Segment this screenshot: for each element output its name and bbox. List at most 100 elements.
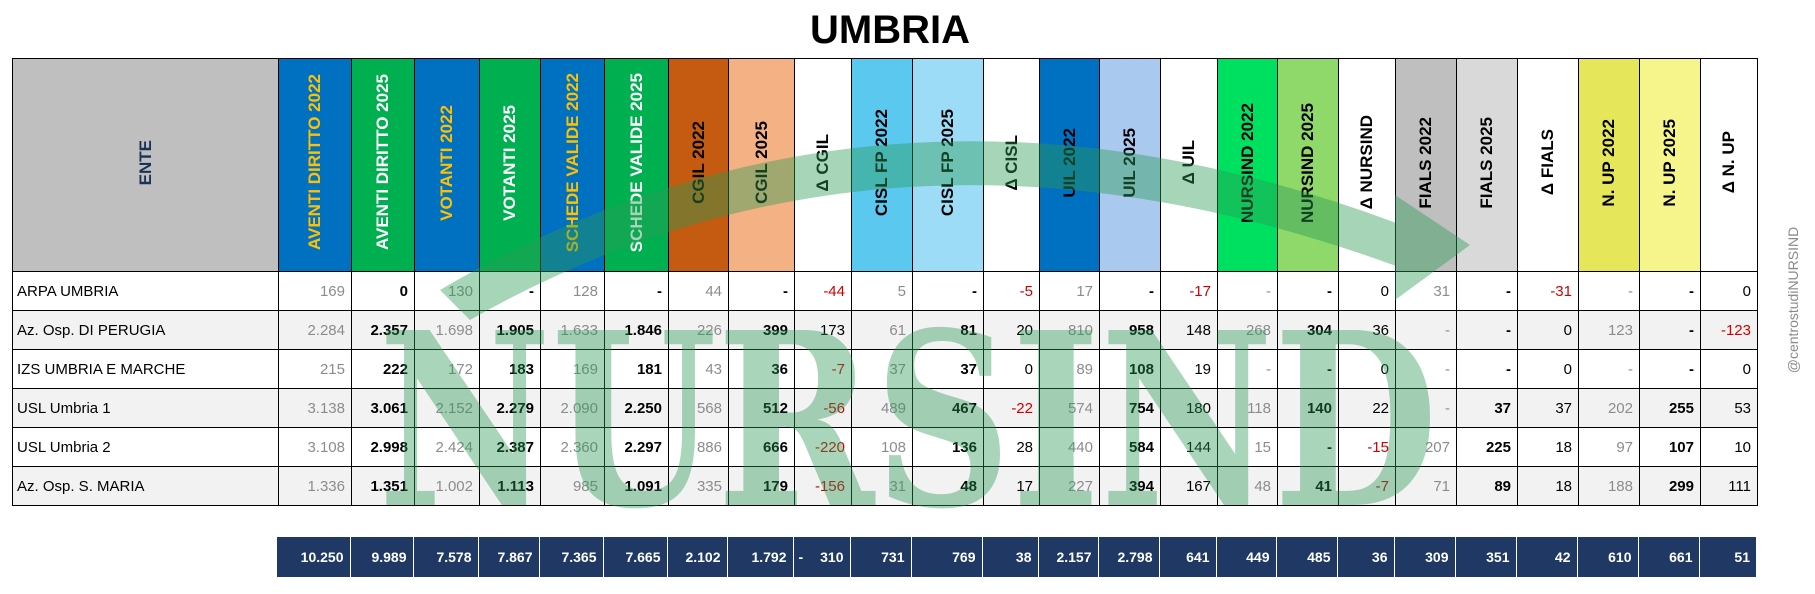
column-header: SCHEDE VALIDE 2025 bbox=[604, 58, 669, 272]
table-row: USL Umbria 2 3.108 2.998 2.424 2.387 2.360 2.2… bbox=[12, 427, 1758, 467]
value-cell: 2.279 bbox=[479, 388, 541, 428]
table-row: Az. Osp. DI PERUGIA 2.284 2.357 1.698 1.905 1… bbox=[12, 310, 1758, 350]
total-cell: 7.578 bbox=[412, 537, 478, 577]
value-cell: 140 bbox=[1277, 388, 1339, 428]
value-cell: 173 bbox=[794, 310, 852, 350]
column-header: FIALS 2022 bbox=[1395, 58, 1457, 272]
column-header-label: CGIL 2025 bbox=[751, 121, 771, 204]
value-cell: 118 bbox=[1217, 388, 1278, 428]
value-cell: - bbox=[1639, 349, 1701, 389]
total-cell: 7.365 bbox=[538, 537, 603, 577]
value-cell: 20 bbox=[983, 310, 1040, 350]
column-header-label: UIL 2025 bbox=[1120, 127, 1139, 198]
total-value: 38 bbox=[1015, 549, 1032, 565]
total-cell: 449 bbox=[1215, 537, 1276, 577]
column-header: VOTANTI 2025 bbox=[479, 58, 541, 272]
value-cell: 2.297 bbox=[604, 427, 669, 467]
value-cell: 37 bbox=[1517, 388, 1579, 428]
column-header: Δ NURSIND bbox=[1338, 58, 1396, 272]
total-cell: 36 bbox=[1336, 537, 1394, 577]
value-cell: 28 bbox=[983, 427, 1040, 467]
value-cell: - bbox=[1456, 349, 1518, 389]
column-header-label: CISL FP 2025 bbox=[938, 108, 957, 217]
column-header: UIL 2025 bbox=[1099, 58, 1161, 272]
total-value: 641 bbox=[1186, 549, 1210, 565]
value-cell: 18 bbox=[1517, 427, 1579, 467]
value-cell: 0 bbox=[1700, 349, 1758, 389]
column-header-label: AVENTI DIRITTO 2022 bbox=[305, 74, 324, 251]
value-cell: -31 bbox=[1517, 271, 1579, 311]
value-cell: -156 bbox=[794, 466, 852, 506]
value-cell: - bbox=[912, 271, 984, 311]
column-header: NURSIND 2025 bbox=[1277, 58, 1339, 272]
value-cell: 1.905 bbox=[479, 310, 541, 350]
column-header-label: FIALS 2022 bbox=[1416, 116, 1435, 209]
total-cell: -310 bbox=[792, 537, 850, 577]
table-row: Az. Osp. S. MARIA 1.336 1.351 1.002 1.113 985… bbox=[12, 466, 1758, 506]
value-cell: 107 bbox=[1639, 427, 1701, 467]
total-value: 2.157 bbox=[1056, 549, 1092, 565]
value-cell: 48 bbox=[912, 466, 984, 506]
value-cell: 36 bbox=[1338, 310, 1396, 350]
column-header: SCHEDE VALIDE 2022 bbox=[540, 58, 605, 272]
total-value: 2.102 bbox=[685, 549, 721, 565]
total-cell: 9.989 bbox=[349, 537, 413, 577]
total-value: 351 bbox=[1486, 549, 1510, 565]
column-header: NURSIND 2022 bbox=[1217, 58, 1278, 272]
value-cell: 985 bbox=[540, 466, 605, 506]
total-cell: 661 bbox=[1637, 537, 1699, 577]
value-cell: 44 bbox=[668, 271, 729, 311]
header-row: ENTE AVENTI DIRITTO 2022 AVENTI DIRITTO 2… bbox=[12, 58, 1758, 272]
column-header: N. UP 2022 bbox=[1578, 58, 1640, 272]
total-cell: 2.798 bbox=[1097, 537, 1159, 577]
value-cell: 225 bbox=[1456, 427, 1518, 467]
value-cell: 754 bbox=[1099, 388, 1161, 428]
total-value: 10.250 bbox=[300, 549, 344, 565]
value-cell: 215 bbox=[278, 349, 352, 389]
total-cell: 2.102 bbox=[666, 537, 727, 577]
value-cell: - bbox=[728, 271, 795, 311]
total-value: 610 bbox=[1608, 549, 1632, 565]
value-cell: 15 bbox=[1217, 427, 1278, 467]
value-cell: 255 bbox=[1639, 388, 1701, 428]
column-header: AVENTI DIRITTO 2022 bbox=[278, 58, 352, 272]
total-cell: 38 bbox=[981, 537, 1038, 577]
total-value: 731 bbox=[881, 549, 905, 565]
value-cell: 3.108 bbox=[278, 427, 352, 467]
value-cell: 61 bbox=[851, 310, 913, 350]
column-header: UIL 2022 bbox=[1039, 58, 1100, 272]
value-cell: 37 bbox=[1456, 388, 1518, 428]
value-cell: 3.138 bbox=[278, 388, 352, 428]
value-cell: 18 bbox=[1517, 466, 1579, 506]
total-cell: 485 bbox=[1275, 537, 1337, 577]
column-header: CGIL 2025 bbox=[728, 58, 795, 272]
column-header: Δ CISL bbox=[983, 58, 1040, 272]
value-cell: 568 bbox=[668, 388, 729, 428]
value-cell: 304 bbox=[1277, 310, 1339, 350]
value-cell: 123 bbox=[1578, 310, 1640, 350]
value-cell: - bbox=[1639, 271, 1701, 311]
value-cell: 37 bbox=[851, 349, 913, 389]
column-header-label: Δ CGIL bbox=[813, 133, 832, 192]
value-cell: 399 bbox=[728, 310, 795, 350]
value-cell: 1.633 bbox=[540, 310, 605, 350]
value-cell: 207 bbox=[1395, 427, 1457, 467]
column-header-label: NURSIND 2025 bbox=[1298, 102, 1317, 223]
total-cell: 42 bbox=[1515, 537, 1577, 577]
total-value: 7.665 bbox=[625, 549, 661, 565]
table-row: IZS UMBRIA E MARCHE 215 222 172 183 169 181 43 3… bbox=[12, 349, 1758, 389]
column-header-label: N. UP 2022 bbox=[1599, 118, 1618, 207]
column-header-label: CISL FP 2022 bbox=[872, 108, 891, 217]
total-value: 7.578 bbox=[436, 549, 472, 565]
value-cell: 0 bbox=[1517, 349, 1579, 389]
value-cell: 81 bbox=[912, 310, 984, 350]
value-cell: - bbox=[604, 271, 669, 311]
total-value: 51 bbox=[1734, 549, 1750, 565]
column-header: CGIL 2022 bbox=[668, 58, 729, 272]
value-cell: - bbox=[1099, 271, 1161, 311]
value-cell: 2.360 bbox=[540, 427, 605, 467]
value-cell: - bbox=[1395, 388, 1457, 428]
value-cell: 202 bbox=[1578, 388, 1640, 428]
value-cell: - bbox=[1395, 349, 1457, 389]
value-cell: - bbox=[1578, 349, 1640, 389]
